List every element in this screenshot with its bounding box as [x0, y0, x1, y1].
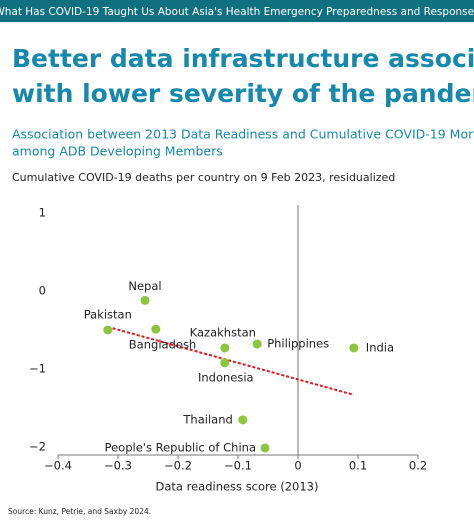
point	[252, 339, 262, 349]
point	[220, 358, 230, 368]
banner-bg	[0, 0, 474, 22]
point	[140, 295, 150, 305]
y-tick-label: −1	[29, 362, 46, 376]
point-label: People's Republic of China	[105, 440, 256, 454]
x-tick-label: −0.4	[44, 459, 72, 473]
point-label: India	[366, 340, 394, 354]
title: Better data infrastructure associated	[12, 44, 474, 73]
x-tick-label: 0	[294, 459, 301, 473]
point	[103, 325, 113, 335]
point-label: Indonesia	[198, 370, 254, 384]
point-label: Pakistan	[84, 308, 132, 322]
y-tick-label: 0	[39, 283, 46, 297]
point-label: Bangladesh	[129, 338, 196, 352]
y-tick-label: 1	[39, 205, 46, 219]
x-tick-label: −0.3	[104, 459, 132, 473]
y-axis-label: Cumulative COVID-19 deaths per country o…	[12, 171, 395, 184]
point	[349, 343, 359, 353]
point	[238, 415, 248, 425]
source: Source: Kunz, Petrie, and Saxby 2024.	[8, 507, 151, 516]
x-tick-label: −0.1	[224, 459, 252, 473]
banner: What Has COVID-19 Taught Us About Asia's…	[0, 6, 474, 18]
point-label: Philippines	[267, 337, 329, 351]
point	[151, 324, 161, 334]
point-label: Nepal	[128, 279, 161, 293]
title: with lower severity of the pandemic	[12, 79, 474, 108]
y-tick-label: −2	[29, 440, 46, 454]
subtitle: among ADB Developing Members	[12, 144, 223, 159]
point-label: Thailand	[182, 412, 232, 426]
x-tick-label: −0.2	[164, 459, 192, 473]
x-tick-label: 0.1	[349, 459, 367, 473]
point-label: Kazakhstan	[190, 325, 256, 339]
point	[260, 443, 270, 453]
subtitle: Association between 2013 Data Readiness …	[12, 127, 474, 142]
x-tick-label: 0.2	[409, 459, 427, 473]
trend-line	[107, 325, 355, 396]
point	[220, 343, 230, 353]
x-axis-label: Data readiness score (2013)	[155, 480, 318, 494]
